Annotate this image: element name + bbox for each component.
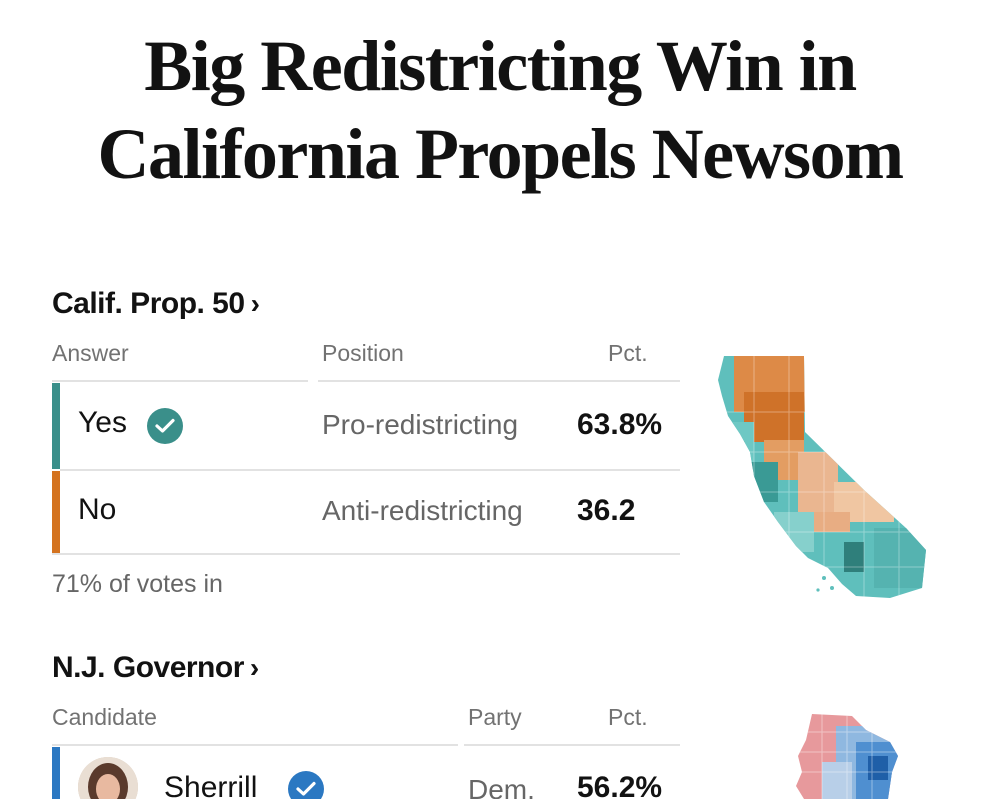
header-divider (318, 380, 680, 382)
avatar (78, 757, 138, 799)
prop50-title-link[interactable]: Calif. Prop. 50 › (52, 287, 260, 321)
answer-label: Yes (78, 406, 127, 439)
candidate-name: Sherrill (164, 771, 258, 799)
headline-line-2: California Propels Newsom (97, 114, 904, 194)
percent-value: 63.8% (577, 408, 663, 441)
header-divider (52, 380, 308, 382)
winner-check-icon (288, 771, 324, 799)
column-header-answer: Answer (52, 340, 129, 366)
column-header-party: Party (468, 704, 522, 730)
header-divider (464, 744, 680, 746)
header-divider (52, 744, 458, 746)
chevron-right-icon: › (250, 288, 260, 319)
votes-reported: 71% of votes in (52, 570, 223, 598)
column-header-candidate: Candidate (52, 704, 157, 730)
percent-value: 56.2% (577, 771, 663, 799)
headline-line-1: Big Redistricting Win in (144, 26, 857, 106)
chevron-right-icon: › (249, 652, 259, 683)
position-label: Pro-redistricting (322, 409, 519, 440)
new-jersey-county-map-icon[interactable] (792, 712, 902, 799)
prop50-title: Calif. Prop. 50 (52, 287, 245, 320)
nj-governor-title-link[interactable]: N.J. Governor › (52, 651, 259, 685)
party-label: Dem. (468, 774, 535, 799)
answer-label: No (78, 493, 117, 526)
column-header-pct: Pct. (608, 340, 648, 366)
percent-value: 36.2 (577, 494, 636, 527)
column-header-position: Position (322, 340, 404, 366)
position-label: Anti-redistricting (322, 495, 523, 526)
row-divider (60, 469, 680, 471)
winner-check-icon (147, 408, 183, 444)
result-color-bar-dem (52, 747, 60, 799)
nj-governor-title: N.J. Governor (52, 651, 244, 684)
result-color-bar-no (52, 471, 60, 553)
california-county-map-icon[interactable] (714, 352, 930, 602)
column-header-pct: Pct. (608, 704, 648, 730)
row-divider (52, 553, 680, 555)
headline[interactable]: Big Redistricting Win in California Prop… (0, 22, 1000, 198)
result-color-bar-yes (52, 383, 60, 469)
